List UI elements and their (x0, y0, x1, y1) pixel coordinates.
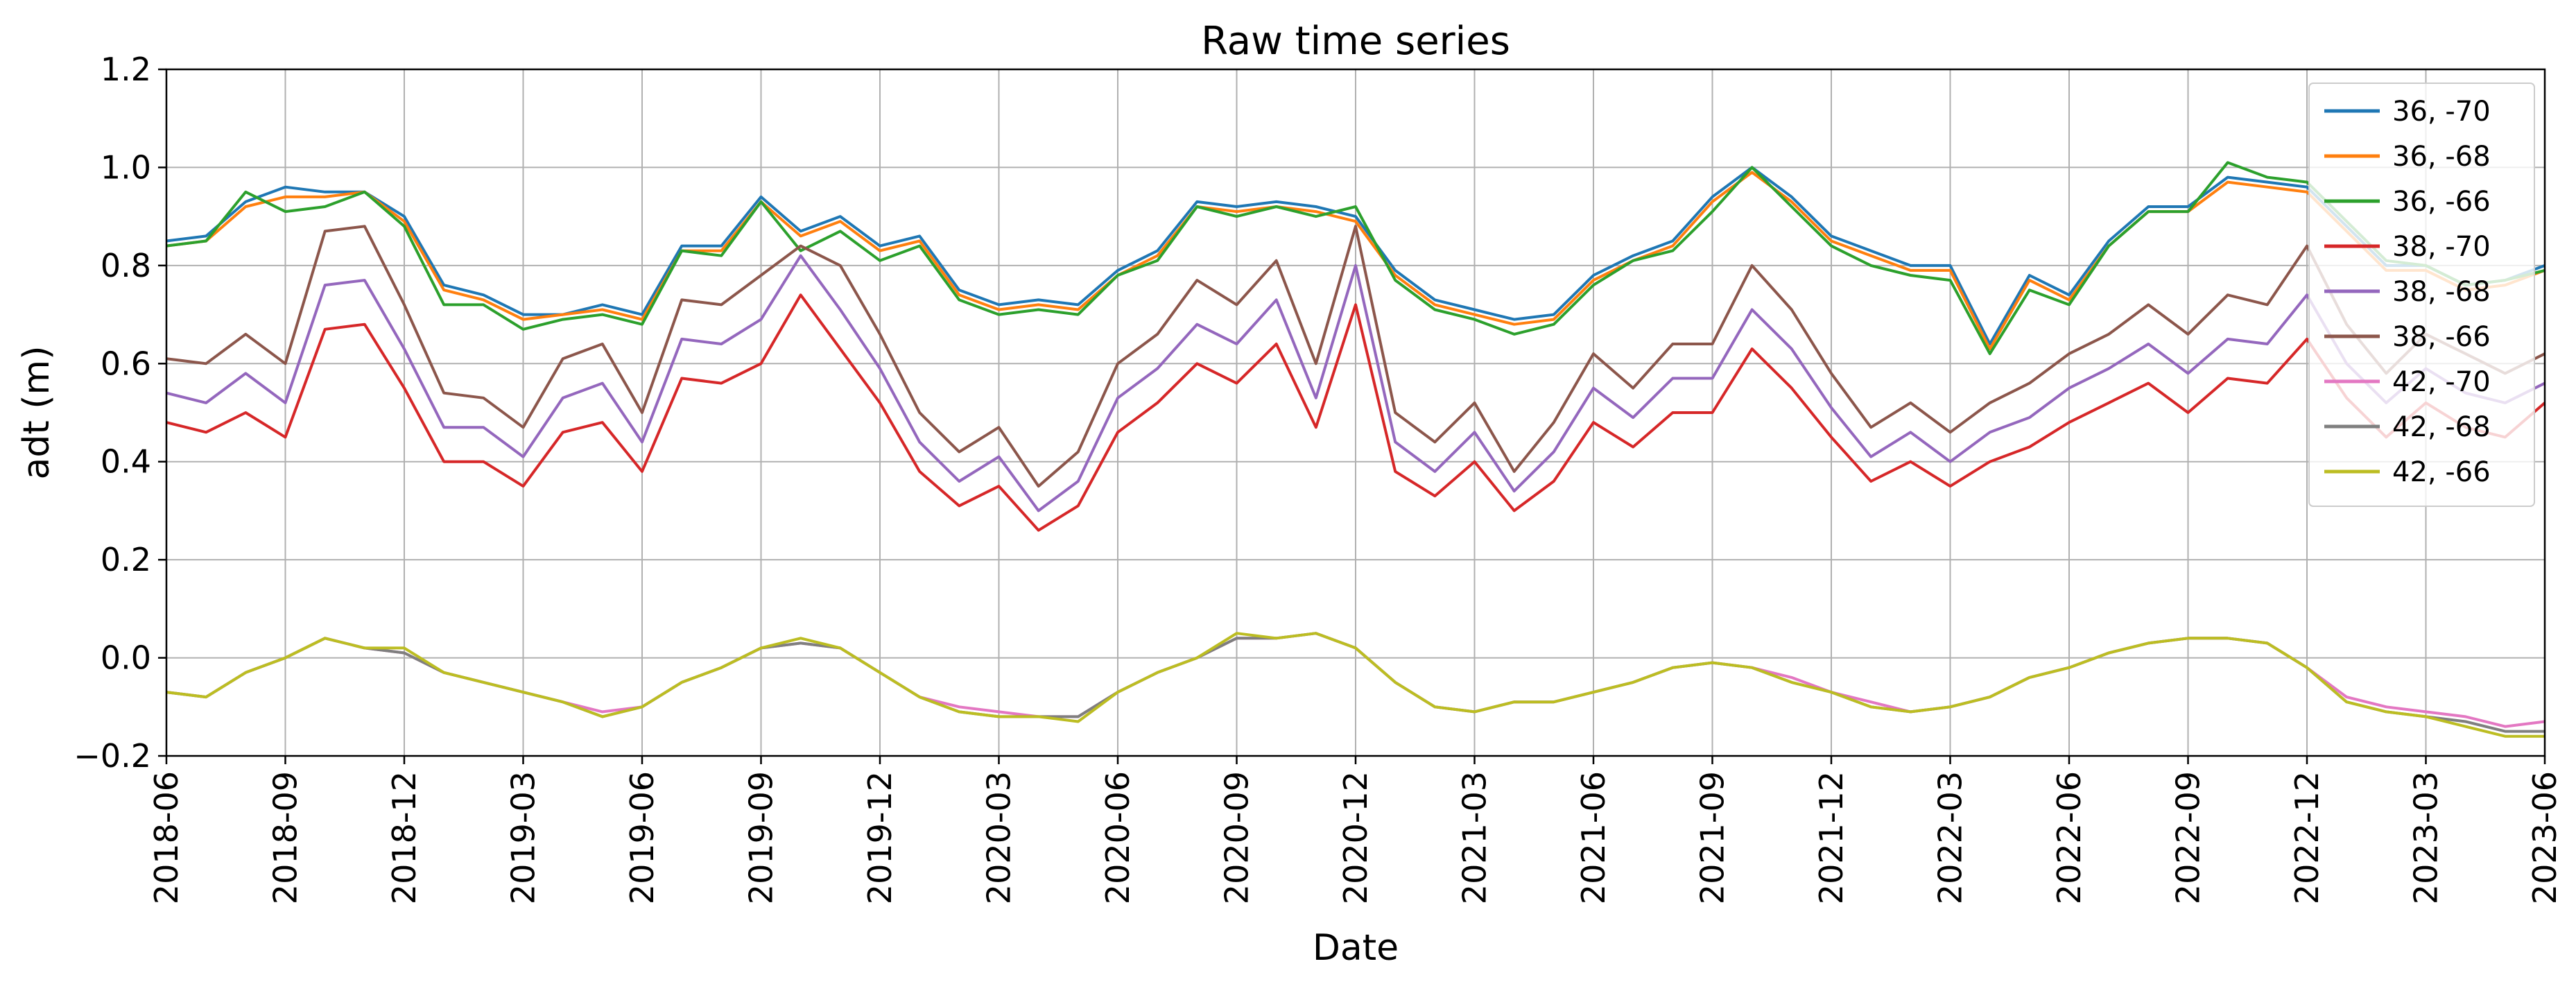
legend-box (2308, 83, 2535, 507)
x-tick-label: 2021-12 (1813, 771, 1850, 904)
x-tick-label: 2018-12 (386, 771, 423, 904)
x-axis-label: Date (1313, 927, 1399, 969)
y-tick-label: 0.0 (101, 639, 151, 677)
x-axis-ticks: 2018-06 2018-09 2018-12 2019-03 2019-06 2019-… (148, 756, 2564, 904)
y-tick-label: 1.0 (101, 148, 151, 186)
x-tick-label: 2019-06 (623, 771, 661, 904)
y-axis-ticks: −0.2 0.0 0.2 0.4 0.6 0.8 1.0 1.2 (74, 51, 166, 775)
legend-entry: 38, -66 (2392, 321, 2491, 353)
x-tick-label: 2021-09 (1694, 771, 1731, 904)
legend-entry: 42, -68 (2392, 411, 2491, 443)
series-lines (166, 161, 2546, 738)
y-tick-label: 0.6 (101, 345, 151, 382)
x-tick-label: 2020-12 (1337, 771, 1374, 904)
x-tick-label: 2021-03 (1456, 771, 1494, 904)
x-tick-label: 2023-06 (2526, 771, 2564, 904)
series-line-6 (166, 225, 2545, 488)
y-tick-label: 0.4 (101, 443, 151, 481)
legend-entry: 42, -70 (2392, 366, 2491, 398)
x-tick-label: 2022-03 (1932, 771, 1969, 904)
legend-entry: 42, -66 (2392, 456, 2491, 488)
x-tick-label: 2020-09 (1218, 771, 1256, 904)
y-tick-label: 0.2 (101, 541, 151, 578)
x-tick-label: 2018-06 (148, 771, 185, 904)
x-tick-label: 2021-06 (1575, 771, 1612, 904)
x-tick-label: 2019-03 (505, 771, 542, 904)
legend-entry: 38, -70 (2392, 231, 2491, 263)
legend: 36, -70 36, -68 36, -66 38, -70 38, -68 38, -… (2308, 83, 2535, 507)
y-tick-label: 1.2 (101, 51, 151, 88)
legend-entry: 36, -66 (2392, 186, 2491, 218)
x-tick-label: 2018-09 (267, 771, 304, 904)
series-line-4 (166, 293, 2546, 532)
x-tick-label: 2023-03 (2408, 771, 2445, 904)
x-tick-label: 2022-06 (2050, 771, 2088, 904)
legend-entry: 36, -70 (2392, 96, 2491, 128)
series-line-5 (166, 254, 2545, 512)
x-tick-label: 2022-12 (2288, 771, 2326, 904)
legend-entry: 36, -68 (2392, 141, 2491, 173)
x-tick-label: 2019-12 (861, 771, 899, 904)
legend-entry: 38, -68 (2392, 276, 2491, 308)
series-line-3 (166, 161, 2545, 356)
x-tick-label: 2020-03 (980, 771, 1018, 904)
chart-title: Raw time series (1201, 19, 1510, 64)
x-tick-label: 2019-09 (743, 771, 780, 904)
x-tick-label: 2020-06 (1099, 771, 1136, 904)
y-tick-label: 0.8 (101, 247, 151, 284)
x-tick-label: 2022-09 (2170, 771, 2207, 904)
series-line-9 (166, 632, 2545, 738)
y-axis-label: adt (m) (16, 345, 58, 479)
y-tick-label: −0.2 (74, 737, 151, 775)
